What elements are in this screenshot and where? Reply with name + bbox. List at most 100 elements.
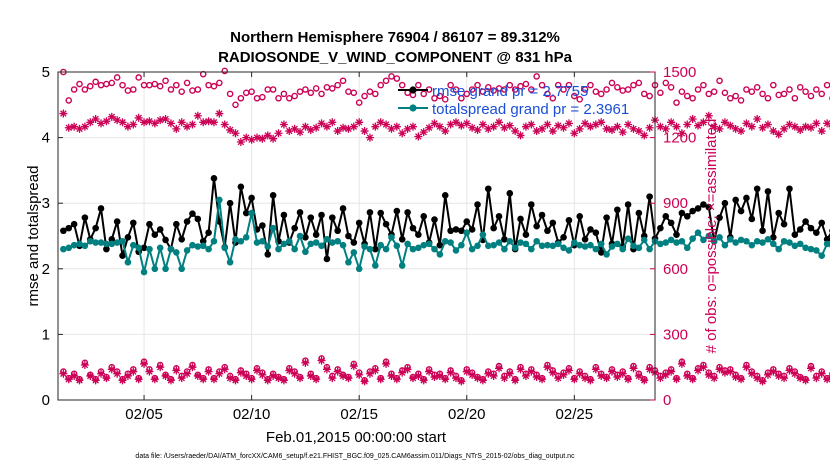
totalspread-point — [710, 237, 718, 245]
obs-assimilated-lower-point — [430, 373, 439, 382]
rmse-point — [183, 218, 191, 225]
obs-assimilated-upper-point — [425, 123, 434, 132]
obs-assimilated-upper-point — [758, 123, 767, 132]
y-right-tick-label: 300 — [663, 326, 688, 343]
totalspread-point — [490, 241, 497, 249]
totalspread-point — [140, 268, 148, 276]
obs-assimilated-upper-point — [720, 118, 729, 127]
obs-possible-upper-point — [372, 90, 379, 98]
obs-assimilated-lower-point — [134, 375, 143, 384]
obs-assimilated-lower-point — [478, 376, 487, 385]
x-tick-label: 02/10 — [233, 406, 271, 423]
totalspread-point — [646, 245, 653, 253]
obs-possible-upper-point — [291, 92, 298, 100]
totalspread-point — [173, 249, 180, 256]
rmse-point — [603, 214, 610, 221]
obs-possible-upper-point — [167, 86, 175, 93]
plot-border — [57, 71, 656, 401]
obs-assimilated-lower-point — [548, 368, 557, 377]
totalspread-point — [334, 237, 341, 245]
obs-assimilated-upper-point — [209, 118, 218, 127]
obs-assimilated-lower-point — [500, 374, 509, 383]
obs-assimilated-lower-point — [91, 376, 100, 385]
obs-possible-upper-point — [807, 92, 815, 100]
obs-assimilated-upper-point — [290, 124, 299, 133]
rmse-point — [689, 207, 696, 215]
obs-possible-upper-point — [318, 90, 325, 98]
obs-assimilated-lower-point — [177, 374, 186, 383]
rmse-point — [463, 218, 471, 225]
y-left-tick-label: 4 — [42, 130, 50, 147]
rmse-point — [194, 215, 202, 223]
obs-possible-upper-point — [162, 77, 169, 85]
obs-assimilated-lower-point — [274, 374, 283, 383]
rmse-point — [323, 255, 331, 263]
totalspread-point — [366, 245, 374, 253]
obs-assimilated-lower-point — [279, 376, 288, 385]
obs-assimilated-upper-point — [462, 119, 471, 128]
obs-possible-upper-point — [458, 94, 465, 102]
obs-assimilated-upper-point — [796, 125, 805, 134]
y-right-tick-label: 600 — [663, 261, 688, 278]
rmse-point — [108, 235, 116, 243]
obs-possible-upper-point — [366, 88, 374, 95]
obs-possible-upper-point — [587, 81, 594, 89]
obs-assimilated-lower-point — [618, 369, 627, 378]
obs-assimilated-lower-point — [473, 374, 482, 383]
obs-assimilated-lower-point — [747, 369, 756, 378]
obs-assimilated-upper-point — [780, 124, 789, 133]
totalspread-point — [823, 240, 830, 248]
obs-possible-upper-point — [302, 86, 309, 93]
rmse-point — [490, 224, 497, 232]
totalspread-point — [210, 237, 218, 245]
obs-possible-upper-point — [549, 94, 557, 102]
obs-possible-upper-point — [517, 82, 524, 90]
rmse-point — [624, 201, 632, 208]
totalspread-point — [124, 258, 132, 266]
obs-assimilated-lower-point — [344, 374, 353, 383]
chart-title-line1: Northern Hemisphere 76904 / 86107 = 89.3… — [230, 29, 560, 46]
totalspread-point — [576, 241, 584, 249]
rmse-point — [103, 245, 110, 253]
obs-assimilated-lower-point — [688, 375, 697, 384]
totalspread-point — [151, 265, 159, 273]
obs-assimilated-lower-point — [575, 369, 584, 378]
obs-possible-upper-point — [76, 80, 83, 88]
obs-assimilated-lower-point — [694, 366, 703, 375]
obs-assimilated-lower-point — [790, 369, 799, 378]
obs-assimilated-upper-point — [387, 124, 396, 133]
obs-possible-upper-point — [92, 78, 99, 86]
obs-possible-upper-point — [554, 81, 562, 89]
obs-assimilated-lower-point — [597, 371, 606, 380]
y-left-tick-label: 1 — [42, 326, 50, 343]
legend-rmse-marker — [409, 86, 417, 94]
obs-assimilated-upper-point — [312, 123, 321, 132]
obs-possible-upper-point — [280, 90, 288, 98]
rmse-point — [242, 209, 250, 217]
totalspread-point — [533, 237, 540, 245]
obs-assimilated-upper-point — [129, 120, 138, 129]
obs-assimilated-upper-point — [763, 120, 772, 129]
obs-possible-upper-point — [646, 92, 653, 100]
obs-assimilated-lower-point — [505, 369, 514, 378]
y-right-tick-label: 1500 — [663, 64, 696, 81]
obs-possible-upper-point — [614, 84, 621, 91]
totalspread-point — [178, 265, 186, 273]
obs-assimilated-lower-point — [425, 367, 434, 376]
rmse-point — [334, 227, 341, 235]
totalspread-point — [350, 249, 358, 256]
obs-assimilated-lower-point — [726, 367, 735, 376]
rmse-point — [484, 185, 492, 193]
obs-assimilated-upper-point — [339, 123, 348, 132]
totalspread-point — [721, 241, 729, 249]
obs-possible-upper-point — [275, 94, 282, 102]
rmse-point — [678, 209, 686, 217]
obs-assimilated-upper-point — [113, 116, 122, 125]
rmse-point — [210, 174, 218, 182]
obs-assimilated-lower-point — [656, 374, 665, 383]
obs-assimilated-upper-point — [581, 119, 590, 128]
obs-assimilated-upper-point — [408, 122, 417, 131]
obs-assimilated-upper-point — [258, 134, 267, 143]
rmse-point — [345, 232, 352, 240]
obs-assimilated-lower-point — [231, 376, 240, 385]
